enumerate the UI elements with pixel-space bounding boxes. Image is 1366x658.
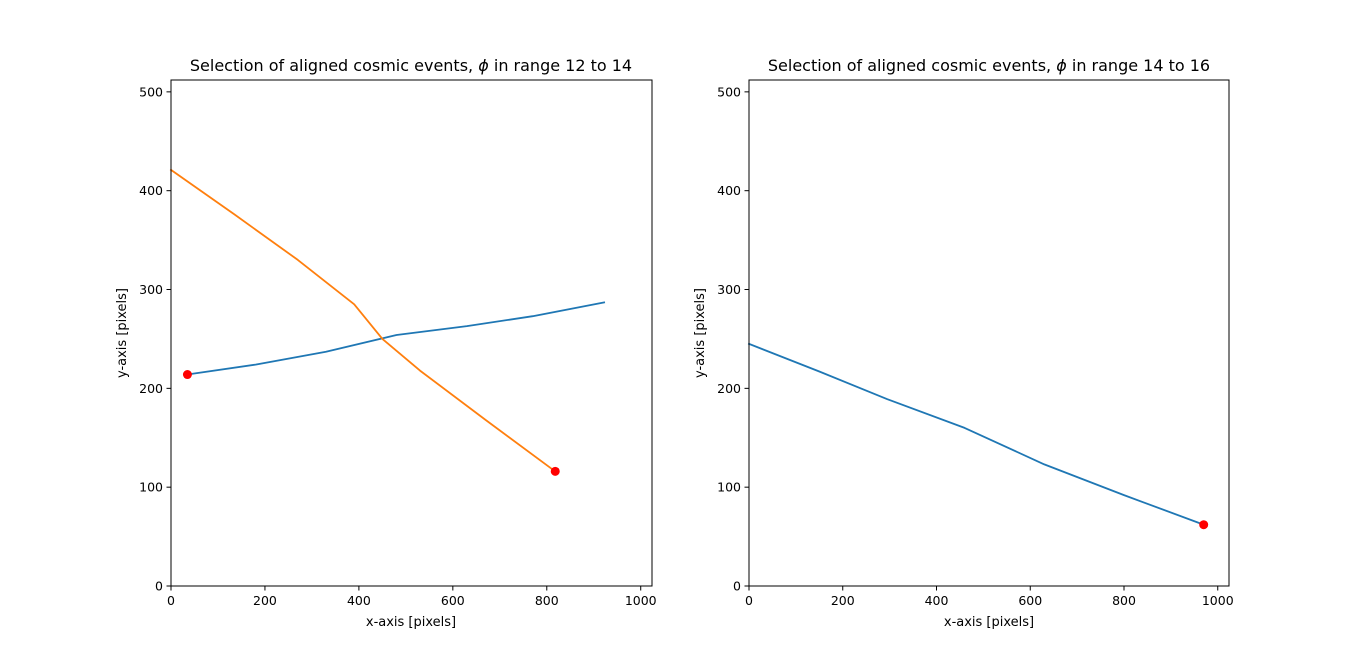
chart-left-xtick-label: 0: [167, 593, 175, 608]
chart-left-ytick-label: 100: [139, 480, 163, 495]
chart-left-series: [169, 168, 606, 476]
chart-left-ytick-label: 200: [139, 381, 163, 396]
chart-left-title: Selection of aligned cosmic events, ϕ in…: [190, 56, 632, 75]
chart-left-xlabel: x-axis [pixels]: [366, 615, 456, 630]
chart-left-ytick-label: 0: [155, 579, 163, 594]
chart-right-xtick-label: 0: [745, 593, 753, 608]
chart-left-endpoint-marker: [550, 466, 560, 476]
chart-right-xtick-label: 800: [1112, 593, 1136, 608]
chart-right-ytick-label: 0: [733, 579, 741, 594]
chart-right-xtick-label: 1000: [1202, 593, 1234, 608]
chart-right-series: [747, 342, 1209, 530]
chart-left: Selection of aligned cosmic events, ϕ in…: [115, 56, 657, 630]
chart-right-ticks: 0 200 400 600 800 1000 0 100 200 300 400 500: [717, 84, 1234, 608]
chart-left-ticks: 0 200 400 600 800 1000 0 100 200 300 400 500: [139, 84, 657, 608]
chart-right-xtick-label: 200: [831, 593, 855, 608]
chart-left-xtick-label: 600: [441, 593, 465, 608]
chart-left-endpoint-marker: [182, 370, 192, 380]
chart-left-series-line-1: [186, 301, 606, 376]
chart-right-xtick-label: 400: [925, 593, 949, 608]
chart-left-ylabel: y-axis [pixels]: [115, 288, 130, 378]
chart-left-xtick-label: 200: [253, 593, 277, 608]
chart-right-xlabel: x-axis [pixels]: [944, 615, 1034, 630]
chart-right-ytick-label: 500: [717, 84, 741, 99]
chart-right-series-line-1: [747, 342, 1205, 526]
chart-left-xtick-label: 1000: [625, 593, 657, 608]
chart-left-xtick-label: 400: [347, 593, 371, 608]
chart-right-ytick-label: 100: [717, 480, 741, 495]
chart-right-title: Selection of aligned cosmic events, ϕ in…: [768, 56, 1210, 75]
chart-right-ytick-label: 300: [717, 282, 741, 297]
chart-left-series-line-2: [169, 168, 557, 473]
chart-left-frame: [170, 79, 653, 587]
chart-left-ytick-label: 500: [139, 84, 163, 99]
chart-right-endpoint-marker: [1199, 520, 1209, 530]
chart-right-frame: [748, 79, 1230, 587]
chart-right-ytick-label: 200: [717, 381, 741, 396]
chart-right-ylabel: y-axis [pixels]: [693, 288, 708, 378]
chart-right-ytick-label: 400: [717, 183, 741, 198]
chart-left-ytick-label: 400: [139, 183, 163, 198]
chart-right-xtick-label: 600: [1018, 593, 1042, 608]
chart-right: Selection of aligned cosmic events, ϕ in…: [693, 56, 1234, 630]
chart-left-xtick-label: 800: [535, 593, 559, 608]
chart-left-ytick-label: 300: [139, 282, 163, 297]
